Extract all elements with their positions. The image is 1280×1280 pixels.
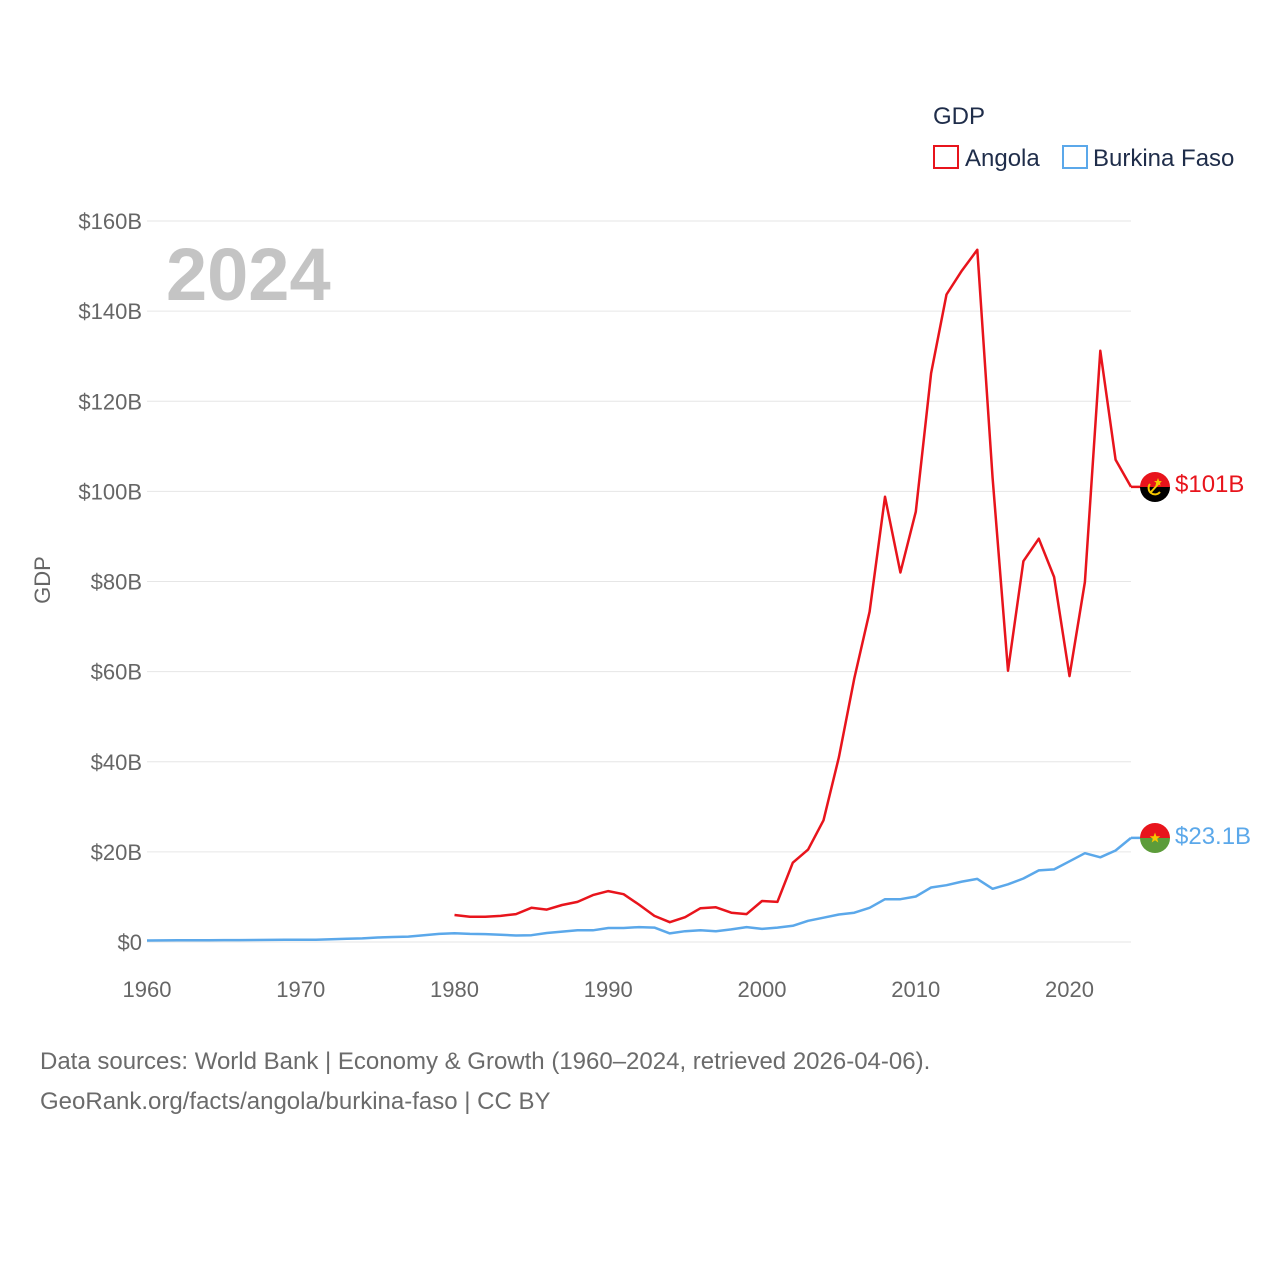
- x-tick-label: 2010: [891, 977, 940, 1002]
- series-line-burkina-faso[interactable]: [146, 836, 1132, 942]
- series-line-angola[interactable]: [454, 248, 1133, 924]
- y-axis-label: GDP: [30, 556, 55, 604]
- y-tick-label: $100B: [78, 479, 142, 504]
- y-tick-label: $20B: [91, 840, 142, 865]
- x-axis-ticks: 1960 1970 1980 1990 2000 2010 2020: [123, 977, 1094, 1002]
- angola-flag-icon: [1140, 472, 1170, 502]
- burkina-faso-flag-icon: [1140, 823, 1170, 853]
- y-tick-label: $120B: [78, 389, 142, 414]
- end-label-burkina-faso: $23.1B: [1175, 823, 1251, 850]
- x-tick-label: 1990: [584, 977, 633, 1002]
- series-layer: [146, 248, 1155, 942]
- y-tick-label: $160B: [78, 209, 142, 234]
- legend-title: GDP: [933, 103, 985, 130]
- x-tick-label: 2020: [1045, 977, 1094, 1002]
- y-tick-label: $0: [118, 930, 142, 955]
- legend-swatch-angola[interactable]: [933, 145, 959, 169]
- year-label: 2024: [166, 233, 331, 316]
- y-axis-ticks: $0 $20B $40B $60B $80B $100B $120B $140B $160B: [78, 209, 142, 955]
- gridlines: [147, 220, 1131, 943]
- x-tick-label: 2000: [738, 977, 787, 1002]
- y-tick-label: $60B: [91, 660, 142, 685]
- source-link[interactable]: GeoRank.org/facts/angola/burkina-faso | …: [40, 1088, 551, 1115]
- legend-swatch-burkina-faso[interactable]: [1062, 145, 1088, 169]
- x-tick-label: 1970: [276, 977, 325, 1002]
- y-tick-label: $140B: [78, 299, 142, 324]
- end-label-angola: $101B: [1175, 471, 1244, 498]
- y-tick-label: $40B: [91, 750, 142, 775]
- x-tick-label: 1960: [123, 977, 172, 1002]
- footer: Data sources: World Bank | Economy & Gro…: [40, 1042, 930, 1122]
- data-sources-text: Data sources: World Bank | Economy & Gro…: [40, 1048, 931, 1075]
- legend: GDP Angola Burkina Faso: [933, 103, 1234, 172]
- y-tick-label: $80B: [91, 570, 142, 595]
- legend-label-angola[interactable]: Angola: [965, 145, 1040, 172]
- x-tick-label: 1980: [430, 977, 479, 1002]
- legend-label-burkina-faso[interactable]: Burkina Faso: [1093, 145, 1234, 172]
